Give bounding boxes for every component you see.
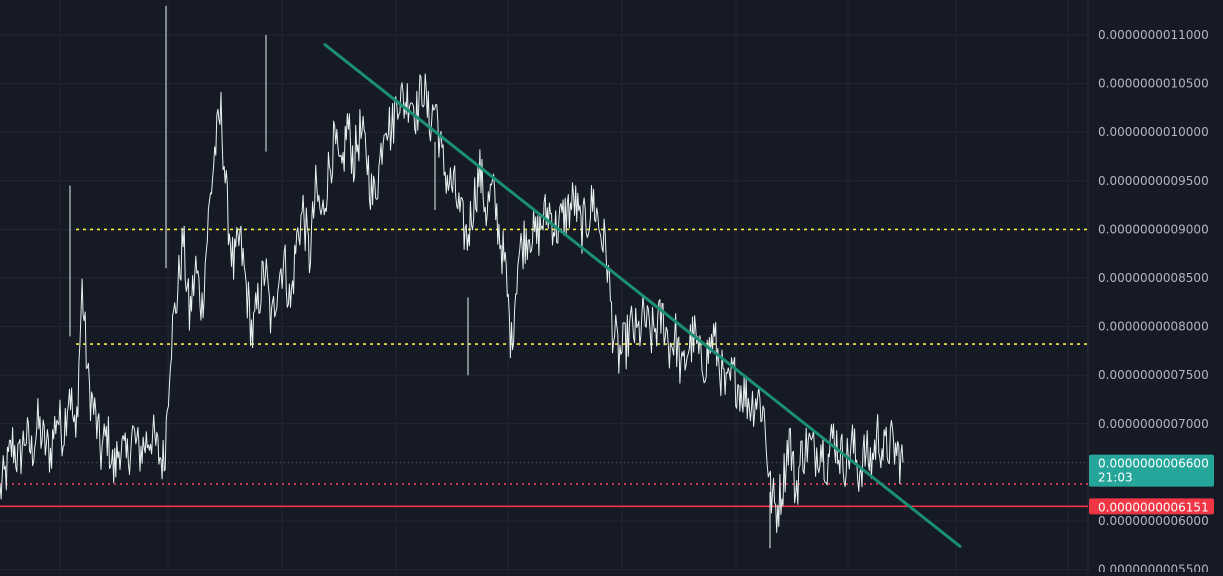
current-price-label: 0.0000000006600 [1098,457,1209,471]
y-tick-label: 0.0000000005500 [1098,563,1209,572]
y-tick-label: 0.0000000009500 [1098,174,1209,188]
level-price-label: 0.0000000006151 [1098,500,1209,514]
y-tick-label: 0.0000000011000 [1098,28,1209,42]
countdown-label: 21:03 [1098,471,1133,485]
trendline[interactable] [323,43,962,548]
y-tick-label: 0.0000000007000 [1098,417,1209,431]
y-axis[interactable]: 0.0000000011000 0.0000000010500 0.00000000… [1098,28,1209,576]
price-line [0,73,904,533]
y-tick-label: 0.0000000009000 [1098,222,1209,236]
y-tick-label: 0.0000000008500 [1098,271,1209,285]
y-tick-label: 0.0000000007500 [1098,368,1209,382]
y-tick-label: 0.0000000010000 [1098,125,1209,139]
level-price-badge [1089,498,1214,515]
price-series [0,5,904,549]
y-tick-label: 0.0000000010500 [1098,77,1209,91]
overlay-lines [0,228,1088,508]
y-tick-label: 0.0000000008000 [1098,320,1209,334]
current-price-badge [1089,454,1214,487]
y-tick-label: 0.0000000006000 [1098,514,1209,528]
trendline-layer[interactable] [323,43,962,548]
